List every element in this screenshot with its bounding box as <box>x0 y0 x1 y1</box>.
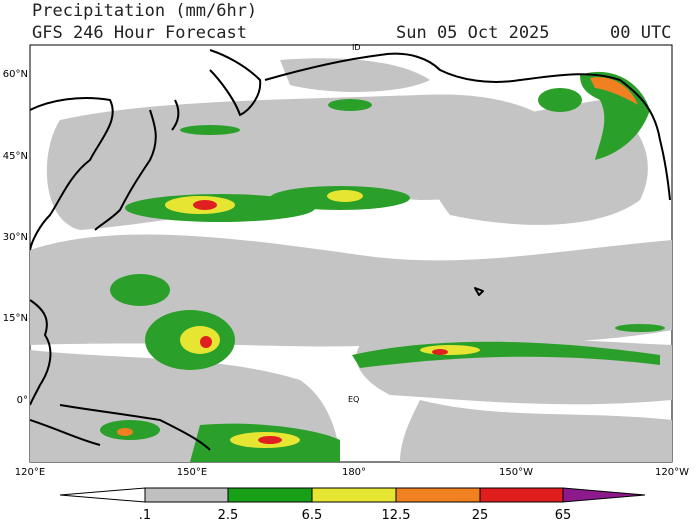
time: 00 UTC <box>610 23 671 43</box>
colorbar-label: 65 <box>555 508 572 523</box>
colorbar-segment <box>227 487 313 503</box>
coastline <box>30 419 101 446</box>
precip-area <box>117 428 133 436</box>
title: Precipitation (mm/6hr) <box>32 1 257 21</box>
precip-area <box>193 200 217 210</box>
lon-label: 150°W <box>499 467 533 478</box>
precip-area <box>328 99 372 111</box>
colorbar-label: 25 <box>472 508 489 523</box>
precipitation <box>30 58 672 462</box>
precip-area <box>538 88 582 112</box>
coastline <box>30 97 114 251</box>
coastline <box>209 49 262 116</box>
precip-area <box>258 436 282 444</box>
colorbar-label: .1 <box>139 508 151 523</box>
equator-label: EQ <box>348 395 359 404</box>
colorbar-segment <box>311 487 397 503</box>
precip-area <box>580 71 650 160</box>
colorbar-segment <box>562 487 646 503</box>
coastline <box>171 99 180 131</box>
coastline <box>474 287 484 296</box>
colorbar-segment <box>395 487 481 503</box>
precip-area <box>420 345 480 355</box>
dateline-label: ID <box>352 43 361 52</box>
colorbar-segment <box>479 487 564 503</box>
colorbar-label: 6.5 <box>302 508 323 523</box>
coastline <box>30 299 52 406</box>
date: Sun 05 Oct 2025 <box>396 23 550 43</box>
precip-area <box>615 324 665 332</box>
precip-area <box>590 77 638 105</box>
precip-area <box>180 326 220 354</box>
lon-label: 120°E <box>15 467 45 478</box>
colorbar-segment <box>144 487 229 503</box>
lat-label: 60°N <box>3 69 28 80</box>
colorbar: .1 2.5 6.5 12.5 25 65 <box>59 487 646 523</box>
subtitle: GFS 246 Hour Forecast <box>32 23 247 43</box>
lon-label: 120°W <box>655 467 689 478</box>
precip-area <box>327 190 363 202</box>
lat-label: 0° <box>17 395 28 406</box>
map: 60°N 45°N 30°N 15°N 0° 120°E 150°E 180° … <box>3 43 689 478</box>
precip-area <box>200 336 212 348</box>
coastlines <box>30 49 671 451</box>
precip-area <box>400 400 672 462</box>
colorbar-label: 12.5 <box>382 508 411 523</box>
precip-area <box>110 274 170 306</box>
precip-area <box>420 100 648 225</box>
lat-label: 30°N <box>3 232 28 243</box>
coastline <box>94 109 157 231</box>
precip-area <box>180 125 240 135</box>
lon-label: 150°E <box>177 467 207 478</box>
lat-label: 15°N <box>3 313 28 324</box>
lat-label: 45°N <box>3 151 28 162</box>
lon-label: 180° <box>342 467 366 478</box>
precip-area <box>432 349 448 355</box>
colorbar-label: 2.5 <box>218 508 239 523</box>
coastline <box>264 52 671 201</box>
coastline <box>59 404 211 451</box>
